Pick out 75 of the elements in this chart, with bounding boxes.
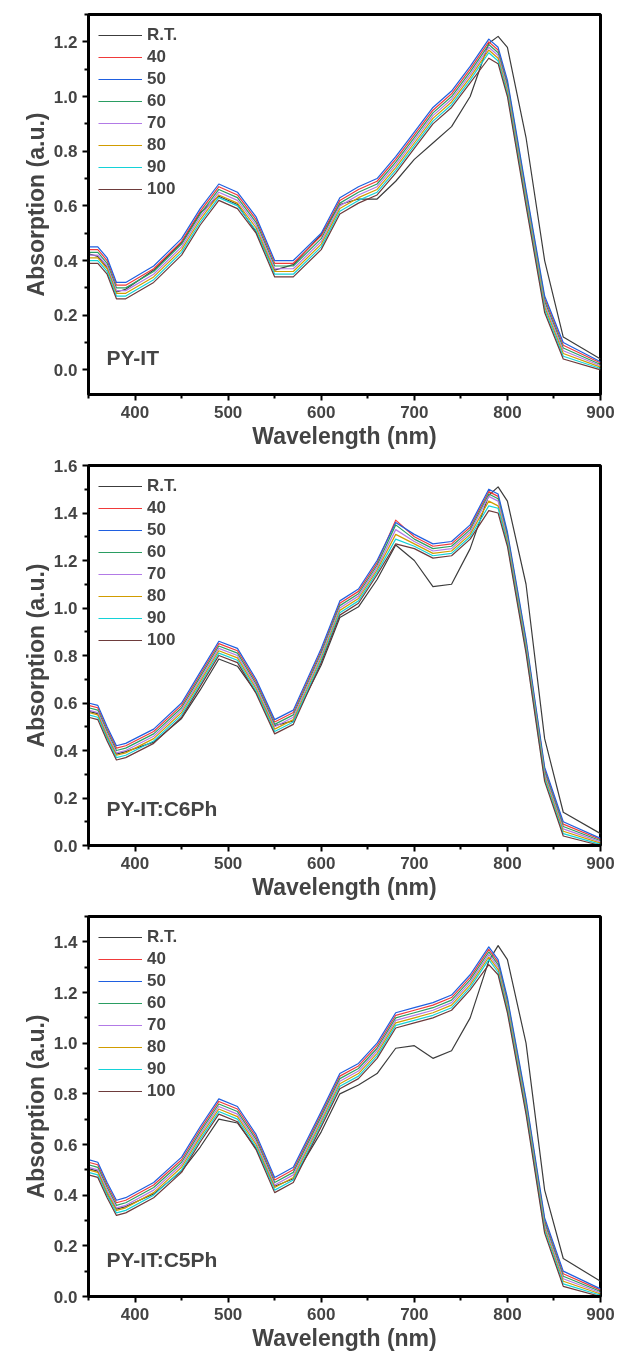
legend-label: 70 (147, 1014, 167, 1036)
legend-label: R.T. (147, 24, 178, 46)
y-tick-label: 0.2 (53, 306, 78, 326)
y-tick-label: 0.6 (53, 694, 78, 713)
y-tick-label: 0.6 (53, 1135, 78, 1155)
legend-label: 70 (147, 563, 167, 585)
legend-label: 50 (147, 68, 167, 90)
legend-label: 50 (147, 519, 167, 541)
x-tick-label: 500 (213, 853, 243, 873)
x-tick-label: 400 (120, 853, 150, 873)
x-tick-label: 400 (120, 1304, 150, 1324)
y-tick-label: 0.8 (53, 142, 78, 162)
y-tick-label: 0.0 (53, 360, 78, 380)
x-tick-label: 800 (493, 402, 522, 422)
y-tick-label: 0.6 (53, 196, 78, 216)
legend-label: 40 (147, 46, 167, 68)
y-axis-title: Absorption (a.u.) (22, 1014, 49, 1199)
legend-label: 60 (147, 90, 167, 112)
y-tick-label: 1.2 (53, 32, 78, 52)
x-tick-label: 700 (400, 402, 429, 422)
legend-label: 90 (147, 1058, 167, 1080)
x-tick-label: 600 (307, 853, 336, 873)
legend-label: 80 (147, 585, 167, 607)
legend-label: 40 (147, 948, 167, 970)
legend-label: 100 (147, 178, 176, 200)
x-tick-label: 500 (213, 402, 243, 422)
x-tick-label: 400 (120, 402, 150, 422)
y-tick-label: 1.2 (53, 983, 78, 1003)
x-tick-label: 800 (493, 853, 522, 873)
y-tick-label: 1.6 (53, 456, 78, 476)
legend-label: R.T. (147, 475, 178, 497)
y-axis-title: Absorption (a.u.) (22, 112, 49, 297)
y-tick-label: 1.2 (53, 551, 78, 571)
y-tick-label: 0.4 (53, 1186, 79, 1206)
y-tick-label: 0.2 (53, 1236, 78, 1256)
x-tick-label: 500 (213, 1304, 243, 1324)
annotation: PY-IT:C5Ph (106, 1247, 218, 1271)
x-tick-label: 900 (586, 853, 615, 873)
legend-label: R.T. (147, 926, 178, 948)
legend-label: 40 (147, 497, 167, 519)
legend-label: 60 (147, 992, 167, 1014)
y-axis-title: Absorption (a.u.) (22, 563, 49, 748)
y-tick-label: 0.0 (53, 1287, 78, 1307)
legend-label: 100 (147, 629, 176, 651)
legend-label: 80 (147, 1036, 167, 1058)
legend-label: 90 (147, 156, 167, 178)
annotation: PY-IT (106, 345, 160, 369)
y-tick-label: 0.2 (53, 789, 78, 808)
legend-label: 50 (147, 970, 167, 992)
y-tick-label: 0.8 (53, 646, 78, 666)
y-tick-label: 1.0 (53, 1034, 78, 1054)
x-tick-label: 800 (493, 1304, 522, 1324)
y-tick-label: 0.4 (53, 251, 79, 271)
y-tick-label: 1.4 (53, 504, 79, 523)
annotation: PY-IT:C6Ph (106, 796, 218, 820)
y-tick-label: 1.0 (53, 87, 78, 107)
x-tick-label: 900 (586, 402, 615, 422)
x-tick-label: 700 (400, 1304, 429, 1324)
y-tick-label: 0.4 (53, 741, 79, 761)
x-tick-label: 600 (307, 1304, 336, 1324)
legend-label: 100 (147, 1080, 176, 1102)
x-axis-title: Wavelength (nm) (252, 422, 437, 449)
legend-label: 70 (147, 112, 167, 134)
x-tick-label: 700 (400, 853, 429, 873)
y-tick-label: 0.0 (53, 836, 78, 856)
x-tick-label: 900 (586, 1304, 615, 1324)
y-tick-label: 0.8 (53, 1084, 78, 1104)
x-axis-title: Wavelength (nm) (252, 1324, 437, 1351)
legend-label: 80 (147, 134, 167, 156)
y-tick-label: 1.4 (53, 932, 79, 952)
legend-label: 90 (147, 607, 167, 629)
y-tick-label: 1.0 (53, 599, 78, 618)
x-axis-title: Wavelength (nm) (252, 873, 437, 900)
legend-label: 60 (147, 541, 167, 563)
x-tick-label: 600 (307, 402, 336, 422)
